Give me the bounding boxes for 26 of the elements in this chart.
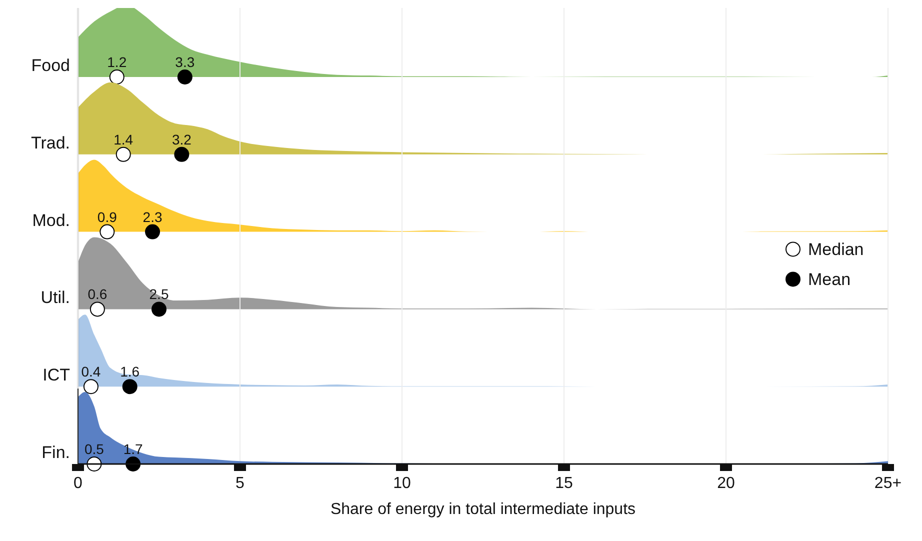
y-axis-title: Food [31, 56, 70, 75]
annotation: 0.6 [88, 286, 108, 302]
annotation: 3.3 [175, 54, 195, 70]
annotation: 2.5 [149, 286, 169, 302]
annotation: 0.4 [81, 364, 101, 380]
annotation: 1.4 [114, 131, 134, 148]
annotation: 1.6 [120, 364, 140, 380]
x-tick-label: 20 [717, 475, 735, 492]
y-axis-title: Util. [40, 288, 70, 308]
x-tick-label: 10 [393, 475, 411, 492]
x-tick-label: 25+ [874, 475, 902, 492]
annotation: 1.2 [107, 54, 127, 70]
legend-label: Median [808, 240, 864, 260]
x-tick-label: 5 [236, 475, 245, 492]
legend-label: Mean [808, 270, 851, 290]
y-axis-title: Mod. [32, 210, 70, 230]
y-axis-title: Trad. [30, 133, 70, 152]
x-tick-label: 0 [74, 475, 83, 492]
annotation: 0.5 [84, 441, 104, 457]
x-tick-label: 15 [555, 475, 573, 492]
x-axis-title: Share of energy in total intermediate inputs [330, 501, 636, 518]
annotation: 2.3 [142, 208, 162, 225]
y-axis-title: ICT [42, 366, 70, 385]
annotation: 0.9 [97, 208, 118, 225]
annotation: 3.2 [172, 131, 192, 148]
y-axis-title: Fin. [42, 443, 70, 462]
